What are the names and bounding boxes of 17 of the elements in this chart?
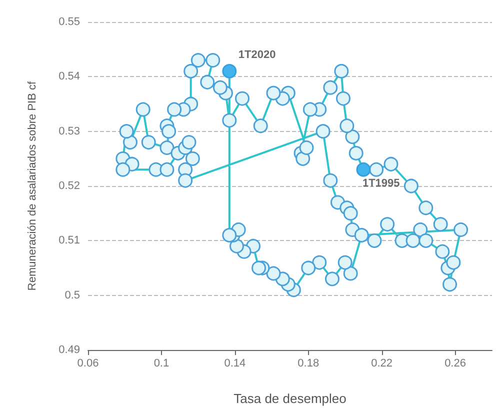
y-tick-label: 0.54	[58, 70, 80, 83]
y-tick-label: 0.55	[58, 16, 80, 28]
annotation: 1T1995	[362, 178, 400, 190]
x-tick-label: 0.18	[298, 358, 320, 370]
x-tick-label: 0.06	[77, 358, 99, 370]
x-axis-title: Tasa de desempleo	[234, 391, 346, 406]
y-tick-label: 0.53	[58, 125, 80, 138]
annotation: 1T2020	[238, 49, 276, 62]
x-tick-label: 0.22	[371, 358, 393, 370]
y-tick-label: 0.52	[58, 180, 80, 192]
x-tick-label: 0.26	[444, 358, 466, 370]
x-tick-label: 0.14	[224, 358, 246, 370]
x-tick-label: 0.1	[154, 358, 170, 370]
y-tick-label: 0.49	[58, 344, 80, 356]
y-axis-title: Remuneración de asalariados sobre PIB cf	[26, 80, 38, 291]
y-tick-label: 0.51	[58, 234, 80, 247]
y-tick-label: 0.5	[64, 289, 80, 302]
